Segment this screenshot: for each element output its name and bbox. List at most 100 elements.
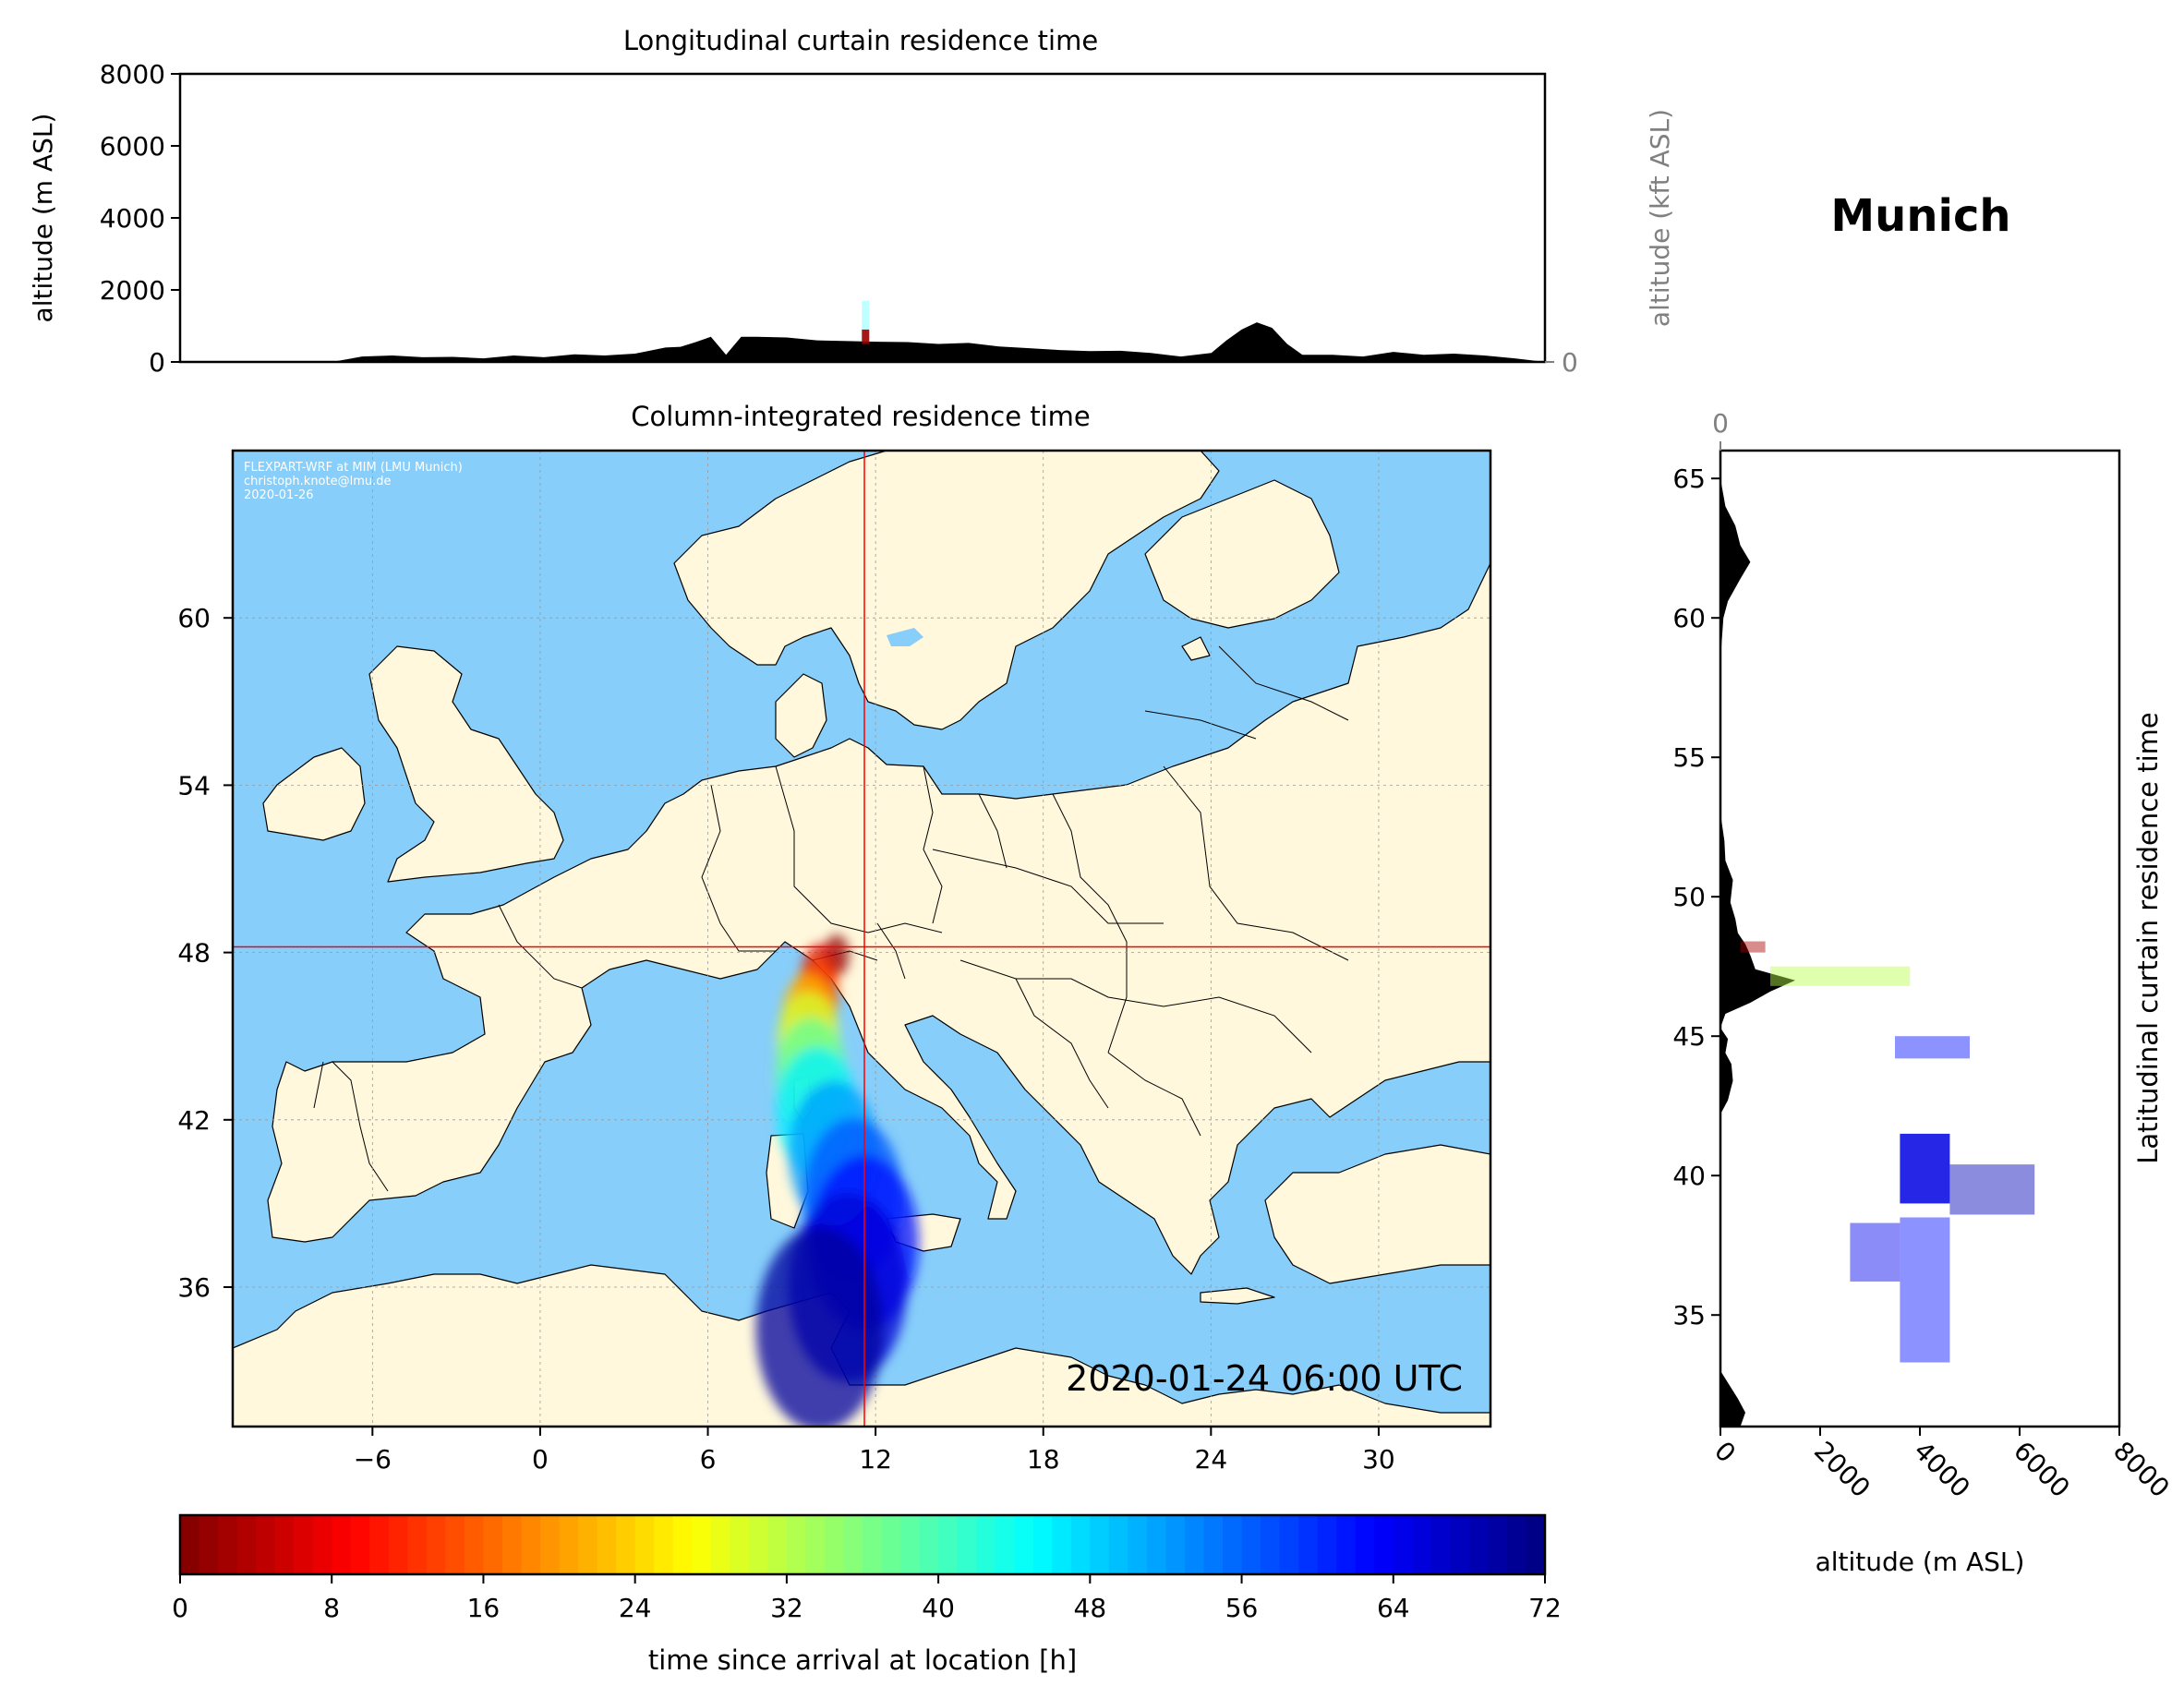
colorbar-step [863, 1515, 883, 1574]
right-xtick-label: 6000 [2008, 1436, 2076, 1504]
map-ytick-label: 36 [177, 1272, 211, 1303]
colorbar-step [369, 1515, 390, 1574]
map-gridlines [233, 451, 1490, 1427]
colorbar-step [900, 1515, 921, 1574]
colorbar-step [1128, 1515, 1148, 1574]
colorbar-step [236, 1515, 257, 1574]
colorbar-step [501, 1515, 523, 1574]
colorbar-step [824, 1515, 845, 1574]
colorbar-step [1261, 1515, 1281, 1574]
right-xlabel: altitude (m ASL) [1816, 1547, 2025, 1577]
right-ytick-label: 40 [1672, 1161, 1706, 1191]
colorbar-step [559, 1515, 579, 1574]
colorbar-frame [178, 1513, 1547, 1576]
right-xtick-label: 0 [1708, 1436, 1742, 1469]
colorbar-step [407, 1515, 428, 1574]
colorbar-tick-label: 64 [1377, 1593, 1410, 1623]
lakes [887, 554, 1459, 646]
colorbar-step [1336, 1515, 1357, 1574]
colorbar-step [578, 1515, 598, 1574]
watermark-line-3: 2020-01-26 [244, 488, 314, 502]
colorbar-step [332, 1515, 352, 1574]
map-ytick-label: 54 [177, 770, 211, 801]
watermark: FLEXPART-WRF at MIM (LMU Munich) christo… [244, 461, 463, 502]
top-ytick-label: 6000 [100, 131, 165, 162]
watermark-line-1: FLEXPART-WRF at MIM (LMU Munich) [244, 461, 463, 475]
longitudinal-curtain-title: Longitudinal curtain residence time [623, 25, 1098, 56]
land-masses [233, 451, 1490, 1427]
right-ytick-label: 65 [1672, 464, 1706, 494]
colorbar-label: time since arrival at location [h] [648, 1644, 1077, 1676]
map-title: Column-integrated residence time [631, 401, 1091, 432]
colorbar-step [1430, 1515, 1451, 1574]
residence-plume [755, 934, 920, 1427]
right-ytick-label: 45 [1672, 1021, 1706, 1052]
top-right-ticks: 050100 [1545, 347, 1578, 378]
top-residence-mark [862, 329, 870, 344]
top-ylabel: altitude (m ASL) [28, 114, 58, 323]
top-ytick-label: 4000 [100, 203, 165, 234]
colorbar-step [616, 1515, 636, 1574]
colorbar-step [1090, 1515, 1110, 1574]
right-residence-mark [1900, 1133, 1950, 1204]
colorbar-step [1355, 1515, 1375, 1574]
map-ytick-label: 48 [177, 938, 211, 969]
map-ytick-label: 60 [177, 603, 211, 633]
colorbar-step [1223, 1515, 1243, 1574]
right-ytick-label: 55 [1672, 742, 1706, 773]
colorbar-step [483, 1515, 503, 1574]
colorbar-step [938, 1515, 959, 1574]
colorbar-step [995, 1515, 1015, 1574]
colorbar-step [521, 1515, 541, 1574]
colorbar: 0 8 16 24 32 40 48 56 64 72 time since arrival at… [172, 1513, 1562, 1676]
colorbar-ticks: 0 8 16 24 32 40 48 56 64 72 [172, 1574, 1562, 1623]
colorbar-step [1279, 1515, 1299, 1574]
colorbar-step [464, 1515, 485, 1574]
right-ytick-label: 35 [1672, 1300, 1706, 1331]
right-lat-ticks: 35 40 45 50 55 60 65 [1672, 464, 1720, 1331]
colorbar-step [805, 1515, 826, 1574]
colorbar-step [748, 1515, 768, 1574]
right-residence-mark [1895, 1036, 1970, 1059]
colorbar-step [388, 1515, 408, 1574]
map-panel: Column-integrated residence time [177, 401, 1492, 1475]
map-x-ticks: −6 0 6 12 18 24 30 [354, 1427, 1395, 1475]
right-xtick-label: 4000 [1908, 1436, 1976, 1504]
map-xtick-label: −6 [354, 1444, 392, 1475]
map-xtick-label: 18 [1027, 1444, 1060, 1475]
colorbar-step [597, 1515, 617, 1574]
map-xtick-label: 6 [700, 1444, 717, 1475]
colorbar-step [1374, 1515, 1394, 1574]
colorbar-step [672, 1515, 693, 1574]
colorbar-tick-label: 48 [1074, 1593, 1107, 1623]
top-residence-mark [862, 300, 870, 330]
colorbar-step [1203, 1515, 1224, 1574]
right-top-ticks: 050100 [1712, 408, 1729, 451]
colorbar-tick-label: 8 [323, 1593, 340, 1623]
colorbar-step [540, 1515, 561, 1574]
colorbar-tick-label: 0 [172, 1593, 188, 1623]
top-ytick-label: 0 [149, 347, 165, 378]
colorbar-step [426, 1515, 446, 1574]
colorbar-step [312, 1515, 332, 1574]
right-residence-mark [1850, 1222, 1900, 1282]
colorbar-step [1488, 1515, 1508, 1574]
colorbar-step [445, 1515, 465, 1574]
location-title: Munich [1830, 190, 2010, 242]
colorbar-step [1526, 1515, 1546, 1574]
right-ytick-label: 60 [1672, 603, 1706, 633]
colorbar-step [654, 1515, 674, 1574]
colorbar-step [1108, 1515, 1128, 1574]
right-gridlines [1719, 451, 1721, 1427]
colorbar-step [218, 1515, 238, 1574]
top-residence-marks [862, 300, 870, 344]
colorbar-tick-label: 56 [1225, 1593, 1259, 1623]
colorbar-step [1298, 1515, 1319, 1574]
colorbar-step [274, 1515, 295, 1574]
colorbar-step [1412, 1515, 1432, 1574]
map-ytick-label: 42 [177, 1105, 211, 1136]
map-xtick-label: 24 [1195, 1444, 1228, 1475]
colorbar-tick-label: 72 [1528, 1593, 1562, 1623]
